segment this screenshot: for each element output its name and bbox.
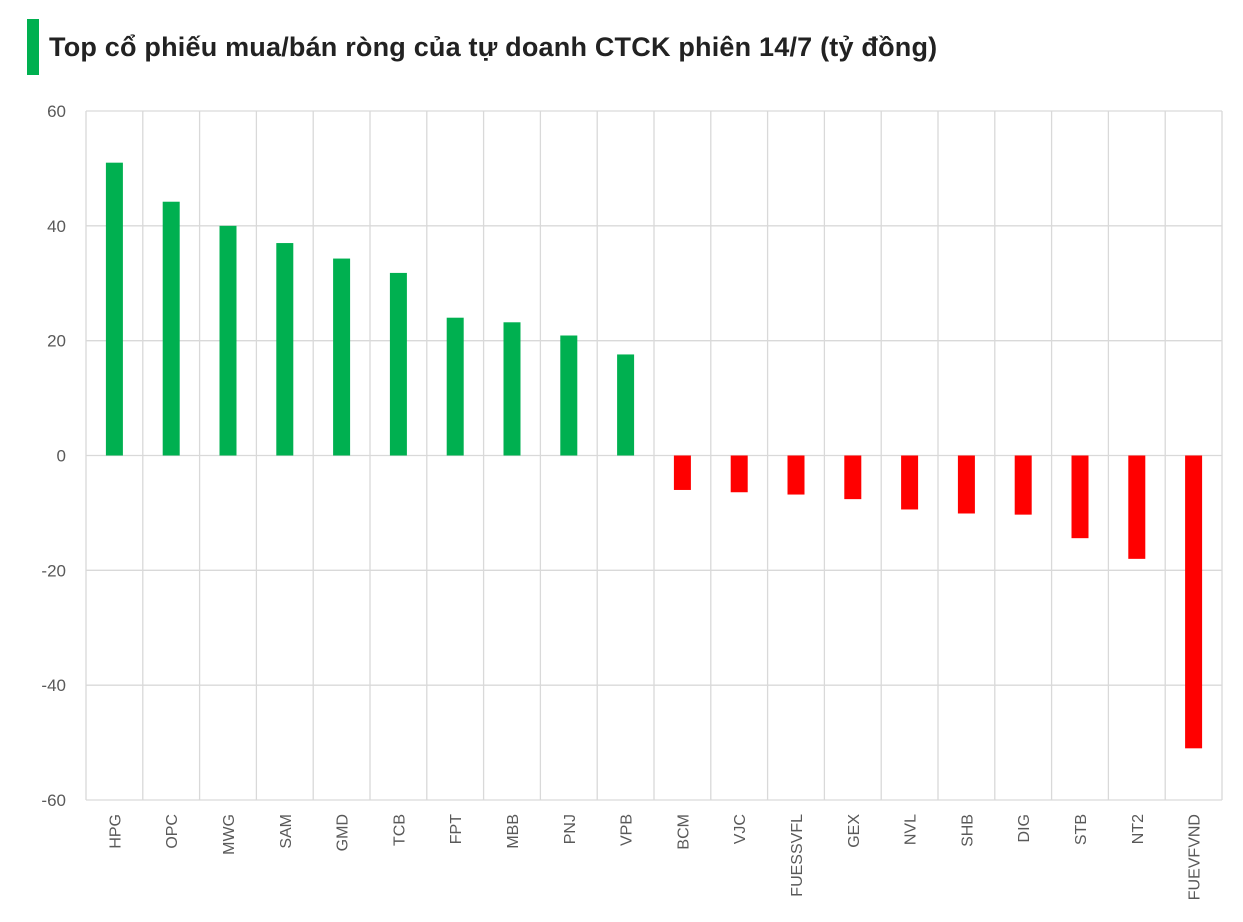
x-tick-label: VPB [619, 814, 636, 846]
bar-bcm [673, 455, 691, 490]
bar-mwg [219, 225, 237, 456]
y-tick-label: -60 [41, 791, 66, 810]
bar-vpb [617, 354, 635, 456]
bar-nt2 [1128, 455, 1146, 559]
x-tick-label: NT2 [1130, 814, 1147, 844]
y-tick-label: -20 [41, 561, 66, 580]
y-tick-label: 60 [47, 102, 66, 121]
x-tick-label: MWG [221, 814, 238, 855]
x-tick-label: DIG [1016, 814, 1033, 842]
bar-tcb [389, 272, 407, 456]
x-tick-label: FPT [448, 814, 465, 844]
bar-gex [844, 455, 862, 500]
x-tick-label: TCB [391, 814, 408, 846]
x-tick-label: FUESSVFL [789, 814, 806, 897]
y-tick-label: -40 [41, 676, 66, 695]
bar-nvl [901, 455, 919, 510]
bar-opc [162, 201, 180, 456]
x-tick-label: MBB [505, 814, 522, 849]
bar-hpg [105, 162, 123, 456]
x-axis: HPG OPC MWG SAM GMD TCB FPT MBB PNJ VPB BCM VJC FUES… [107, 814, 1203, 901]
x-tick-label: VJC [732, 814, 749, 844]
x-tick-label: GMD [335, 814, 352, 851]
bar-mbb [503, 322, 521, 456]
y-tick-label: 0 [57, 447, 66, 466]
x-tick-label: STB [1073, 814, 1090, 845]
x-tick-label: NVL [903, 814, 920, 845]
x-tick-label: HPG [107, 814, 124, 849]
y-axis: 60 40 20 0 -20 -40 -60 [41, 102, 66, 810]
x-tick-label: SAM [278, 814, 295, 849]
x-tick-label: SHB [959, 814, 976, 847]
bar-pnj [560, 335, 578, 456]
bar-dig [1014, 455, 1032, 515]
bar-fuessvfl [787, 455, 805, 495]
bars [105, 162, 1203, 749]
x-tick-label: BCM [675, 814, 692, 850]
bar-sam [276, 243, 294, 456]
x-tick-label: PNJ [562, 814, 579, 844]
bar-fpt [446, 317, 464, 456]
x-tick-label: OPC [164, 814, 181, 849]
x-tick-label: FUEVFVND [1187, 814, 1204, 900]
bar-gmd [333, 258, 351, 456]
chart-title-block: Top cổ phiếu mua/bán ròng của tự doanh C… [27, 18, 937, 76]
bar-vjc [730, 455, 748, 493]
bar-fuevfvnd [1185, 455, 1203, 749]
bar-stb [1071, 455, 1089, 539]
bar-shb [957, 455, 975, 514]
y-tick-label: 40 [47, 217, 66, 236]
x-tick-label: GEX [846, 814, 863, 848]
y-tick-label: 20 [47, 332, 66, 351]
chart-title: Top cổ phiếu mua/bán ròng của tự doanh C… [49, 31, 938, 62]
grid-lines [85, 110, 1223, 801]
title-accent-bar [27, 19, 39, 75]
